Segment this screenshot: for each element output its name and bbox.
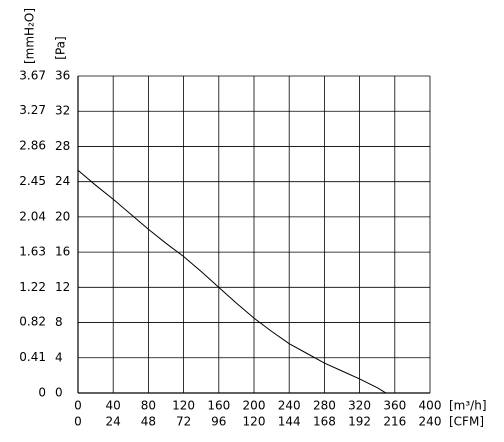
x-tick-label: 120 [172, 399, 195, 413]
y-tick-label: 36 [55, 69, 70, 83]
y-axis-label: [Pa] [54, 36, 68, 59]
x2-tick-label: 192 [348, 415, 371, 429]
y2-tick-label: 0.82 [19, 315, 46, 329]
y-tick-label: 12 [55, 280, 70, 294]
x2-tick-label: 24 [106, 415, 121, 429]
y2-axis-label: [mmH₂O] [23, 8, 37, 64]
y2-tick-label: 1.63 [19, 245, 46, 259]
y2-tick-label: 3.27 [19, 103, 46, 117]
x2-tick-label: 0 [74, 415, 82, 429]
x-tick-label: 360 [383, 399, 406, 413]
y2-tick-label: 3.67 [19, 69, 46, 83]
x-tick-label: 80 [141, 399, 156, 413]
x-axis-label: [m³/h] [449, 399, 487, 413]
y-tick-label: 8 [55, 315, 63, 329]
x2-tick-label: 168 [313, 415, 336, 429]
y-tick-label: 16 [55, 245, 70, 259]
x-tick-label: 200 [243, 399, 266, 413]
y-tick-label: 4 [55, 350, 63, 364]
x-tick-label: 240 [278, 399, 301, 413]
x-tick-label: 400 [419, 399, 442, 413]
y2-tick-label: 0 [38, 386, 46, 400]
y-tick-label: 24 [55, 174, 70, 188]
x-tick-label: 280 [313, 399, 336, 413]
y-tick-label: 20 [55, 209, 70, 223]
y2-tick-label: 2.45 [19, 174, 46, 188]
x-tick-label: 0 [74, 399, 82, 413]
x2-tick-label: 240 [419, 415, 442, 429]
x2-tick-label: 144 [278, 415, 301, 429]
x-tick-label: 160 [207, 399, 230, 413]
y2-tick-label: 2.04 [19, 209, 46, 223]
x2-tick-label: 48 [141, 415, 156, 429]
x2-tick-label: 72 [176, 415, 191, 429]
y-tick-label: 28 [55, 139, 70, 153]
y2-tick-label: 2.86 [19, 138, 46, 152]
x2-axis-label: [CFM] [449, 415, 484, 429]
x2-tick-label: 96 [211, 415, 226, 429]
y2-tick-label: 1.22 [19, 280, 46, 294]
x-tick-label: 320 [348, 399, 371, 413]
y-tick-label: 0 [55, 386, 63, 400]
x2-tick-label: 120 [243, 415, 266, 429]
x2-tick-label: 216 [383, 415, 406, 429]
y2-tick-label: 0.41 [19, 350, 46, 364]
x-tick-label: 40 [106, 399, 121, 413]
curve [77, 169, 387, 394]
y-tick-label: 32 [55, 104, 70, 118]
